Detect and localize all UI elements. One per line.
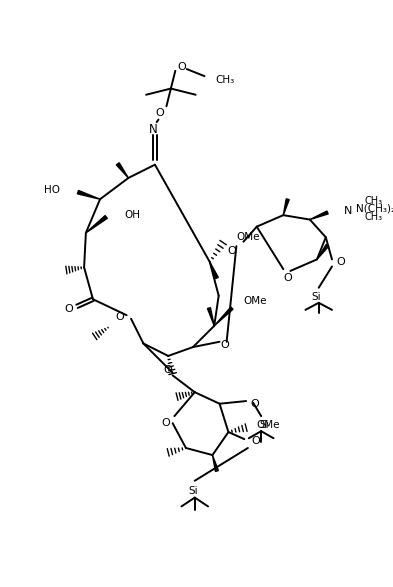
Polygon shape <box>210 262 219 279</box>
Polygon shape <box>116 163 129 178</box>
Text: O: O <box>65 304 73 314</box>
Text: Si: Si <box>259 420 269 430</box>
Text: CH₃: CH₃ <box>365 196 383 206</box>
Text: O: O <box>283 273 292 283</box>
Text: N: N <box>343 205 352 216</box>
Text: Si: Si <box>311 292 321 302</box>
Text: N(CH₃)₂: N(CH₃)₂ <box>356 204 393 214</box>
Text: O: O <box>251 399 259 409</box>
Text: Si: Si <box>188 487 198 497</box>
Polygon shape <box>317 244 329 259</box>
Text: OMe: OMe <box>257 420 280 430</box>
Polygon shape <box>77 190 100 199</box>
Text: O: O <box>220 340 229 350</box>
Polygon shape <box>86 215 107 233</box>
Text: OH: OH <box>124 210 140 220</box>
Text: CH₃: CH₃ <box>365 212 383 222</box>
Text: O: O <box>252 436 260 446</box>
Text: HO: HO <box>44 185 60 195</box>
Text: O: O <box>164 365 173 375</box>
Text: N: N <box>149 123 158 136</box>
Polygon shape <box>310 211 328 220</box>
Text: OMe: OMe <box>236 232 260 242</box>
Polygon shape <box>283 199 289 215</box>
Text: O: O <box>156 109 165 119</box>
Polygon shape <box>214 307 233 326</box>
Text: CH₃: CH₃ <box>215 75 234 85</box>
Text: O: O <box>115 312 124 322</box>
Text: O: O <box>228 245 236 255</box>
Text: O: O <box>161 418 170 428</box>
Polygon shape <box>208 308 214 326</box>
Text: O: O <box>336 257 345 267</box>
Text: O: O <box>177 62 186 72</box>
Polygon shape <box>213 455 219 471</box>
Text: OMe: OMe <box>243 296 267 306</box>
